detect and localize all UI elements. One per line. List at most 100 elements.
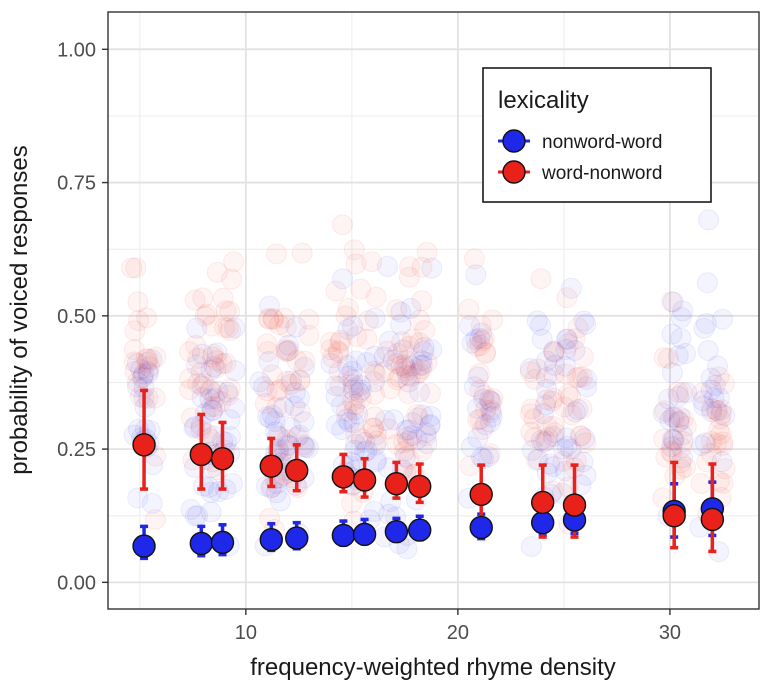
- raw-data-point: [556, 328, 578, 350]
- raw-data-point: [224, 360, 246, 382]
- raw-data-point: [356, 328, 378, 350]
- raw-data-point: [132, 366, 154, 388]
- raw-data-point: [535, 430, 557, 452]
- x-tick-label: 20: [447, 622, 469, 644]
- raw-data-point: [557, 383, 579, 405]
- raw-data-point: [398, 419, 420, 441]
- raw-data-point: [543, 354, 565, 376]
- mean-point-word-nonword: [662, 504, 686, 528]
- raw-data-point: [380, 378, 402, 400]
- raw-data-point: [345, 433, 367, 455]
- raw-data-point: [192, 287, 214, 309]
- raw-data-point: [479, 411, 501, 433]
- raw-data-point: [206, 261, 228, 283]
- raw-data-point: [342, 369, 364, 391]
- raw-data-point: [343, 239, 365, 261]
- raw-data-point: [378, 418, 400, 440]
- raw-data-point: [363, 500, 385, 522]
- raw-data-point: [401, 425, 423, 447]
- raw-data-point: [249, 371, 271, 393]
- raw-data-point: [663, 430, 685, 452]
- raw-data-point: [406, 403, 428, 425]
- raw-data-point: [411, 350, 433, 372]
- raw-data-point: [179, 368, 201, 390]
- raw-data-point: [293, 411, 315, 433]
- raw-data-point: [710, 403, 732, 425]
- raw-data-point: [564, 328, 586, 350]
- raw-data-point: [693, 395, 715, 417]
- raw-data-point: [219, 300, 241, 322]
- raw-data-point: [136, 351, 158, 373]
- raw-data-point: [396, 350, 418, 372]
- raw-data-point: [543, 342, 565, 364]
- raw-data-point: [555, 363, 577, 385]
- raw-data-point: [701, 398, 723, 420]
- raw-data-point: [654, 400, 676, 422]
- raw-data-point: [700, 367, 722, 389]
- raw-data-point: [575, 313, 597, 335]
- mean-point-nonword-word: [531, 510, 555, 535]
- raw-data-point: [294, 350, 316, 372]
- raw-data-point: [467, 409, 489, 431]
- raw-data-point: [469, 335, 491, 357]
- raw-data-point: [275, 340, 297, 362]
- raw-data-point: [125, 257, 147, 279]
- raw-data-point: [555, 338, 577, 360]
- raw-data-point: [690, 473, 712, 495]
- raw-data-point: [463, 248, 485, 270]
- raw-data-point: [257, 340, 279, 362]
- raw-data-point: [703, 387, 725, 409]
- raw-data-point: [463, 376, 485, 398]
- raw-data-point: [386, 369, 408, 391]
- raw-data-point: [215, 300, 237, 322]
- raw-data-point: [183, 417, 205, 439]
- raw-data-point: [297, 437, 319, 459]
- raw-data-point: [397, 430, 419, 452]
- raw-data-point: [298, 324, 320, 346]
- raw-data-point: [191, 375, 213, 397]
- raw-data-point: [671, 381, 693, 403]
- raw-data-point: [396, 538, 418, 560]
- raw-data-point: [181, 407, 203, 429]
- raw-data-point: [259, 407, 281, 429]
- raw-data-point: [420, 405, 442, 427]
- raw-data-point: [273, 396, 295, 418]
- mean-point-word-nonword: [210, 446, 235, 471]
- raw-data-point: [466, 397, 488, 419]
- raw-data-point: [657, 347, 679, 369]
- raw-data-point: [531, 328, 553, 350]
- axes: 10 20 30 0.00 0.25 0.50 0.75 1.00: [57, 39, 681, 644]
- raw-data-point: [552, 438, 574, 460]
- raw-data-point: [701, 401, 723, 423]
- raw-data-point: [341, 492, 363, 514]
- raw-data-point: [536, 350, 558, 372]
- raw-data-point: [348, 382, 370, 404]
- raw-data-point: [130, 358, 152, 380]
- raw-data-point: [390, 301, 412, 323]
- raw-data-point: [363, 406, 385, 428]
- y-tick-label: 0.50: [57, 306, 96, 328]
- raw-data-point: [536, 389, 558, 411]
- raw-data-point: [221, 268, 243, 290]
- raw-data-point: [256, 333, 278, 355]
- raw-data-point: [357, 310, 379, 332]
- raw-data-point: [280, 416, 302, 438]
- raw-data-point: [398, 448, 420, 470]
- raw-data-point: [402, 412, 424, 434]
- raw-data-point: [187, 347, 209, 369]
- raw-data-point: [530, 429, 552, 451]
- raw-data-point: [184, 505, 206, 527]
- raw-data-point: [184, 289, 206, 311]
- raw-data-point: [712, 431, 734, 453]
- raw-data-point: [269, 379, 291, 401]
- raw-data-point: [559, 386, 581, 408]
- raw-data-point: [668, 411, 690, 433]
- raw-data-point: [399, 256, 421, 278]
- raw-data-point: [196, 303, 218, 325]
- mean-point-nonword-word: [259, 528, 283, 552]
- raw-data-point: [382, 349, 404, 371]
- mean-point-word-nonword: [384, 472, 409, 496]
- mean-point-word-nonword: [259, 454, 283, 478]
- raw-data-point: [413, 336, 435, 358]
- raw-data-point: [328, 342, 350, 364]
